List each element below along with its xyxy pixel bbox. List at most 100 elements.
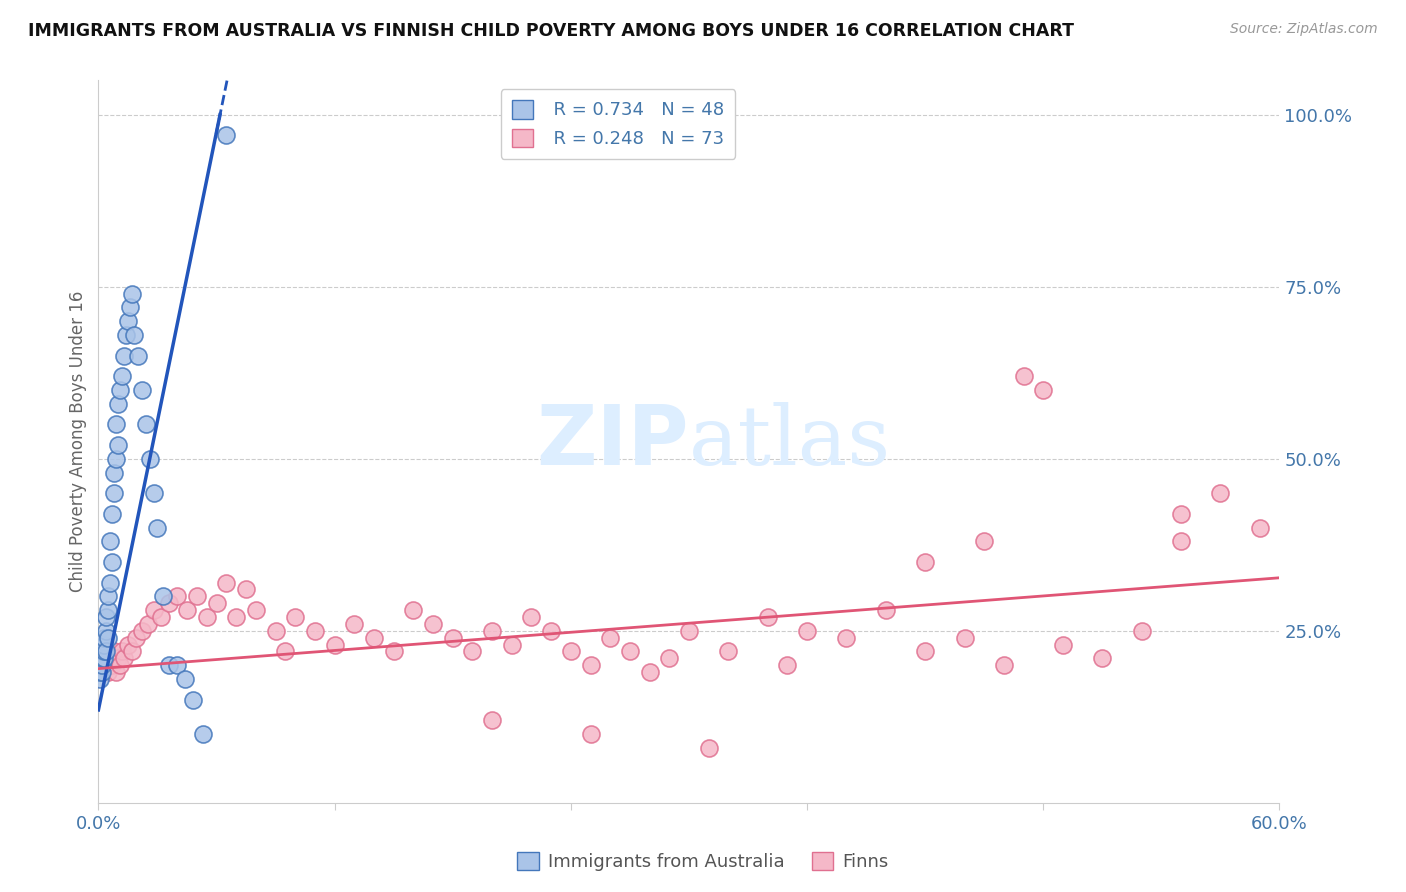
Point <box>142 603 165 617</box>
Point <box>195 610 218 624</box>
Point <box>150 610 173 624</box>
Point <box>343 616 366 631</box>
Point <box>107 651 129 665</box>
Point <box>125 631 148 645</box>
Point <box>796 624 818 638</box>
Point <box>115 327 138 342</box>
Point <box>481 713 503 727</box>
Point <box>112 651 135 665</box>
Point <box>235 582 257 597</box>
Point <box>993 658 1015 673</box>
Point <box>205 596 228 610</box>
Point <box>96 610 118 624</box>
Point <box>111 369 134 384</box>
Point <box>166 590 188 604</box>
Point <box>579 658 602 673</box>
Point <box>121 286 143 301</box>
Point <box>105 665 128 679</box>
Text: IMMIGRANTS FROM AUSTRALIA VS FINNISH CHILD POVERTY AMONG BOYS UNDER 16 CORRELATI: IMMIGRANTS FROM AUSTRALIA VS FINNISH CHI… <box>28 22 1074 40</box>
Point <box>96 644 118 658</box>
Point <box>658 651 681 665</box>
Point <box>89 658 111 673</box>
Point <box>118 301 141 315</box>
Point <box>1130 624 1153 638</box>
Point <box>560 644 582 658</box>
Point <box>441 631 464 645</box>
Point <box>914 644 936 658</box>
Point <box>107 397 129 411</box>
Point <box>131 383 153 397</box>
Point <box>135 417 157 432</box>
Point <box>89 672 111 686</box>
Legend:   R = 0.734   N = 48,   R = 0.248   N = 73: R = 0.734 N = 48, R = 0.248 N = 73 <box>501 89 735 159</box>
Point <box>215 128 238 143</box>
Point <box>215 575 238 590</box>
Point <box>697 740 720 755</box>
Point <box>117 638 139 652</box>
Point <box>93 638 115 652</box>
Point <box>678 624 700 638</box>
Point <box>93 651 115 665</box>
Point <box>274 644 297 658</box>
Point <box>112 349 135 363</box>
Point <box>136 616 159 631</box>
Point <box>1052 638 1074 652</box>
Point <box>146 520 169 534</box>
Point <box>481 624 503 638</box>
Point <box>91 644 114 658</box>
Point <box>108 658 131 673</box>
Text: atlas: atlas <box>689 401 891 482</box>
Legend: Immigrants from Australia, Finns: Immigrants from Australia, Finns <box>510 845 896 879</box>
Point <box>284 610 307 624</box>
Point <box>540 624 562 638</box>
Point <box>835 631 858 645</box>
Point <box>98 534 121 549</box>
Point <box>191 727 214 741</box>
Point <box>756 610 779 624</box>
Point <box>176 603 198 617</box>
Point <box>131 624 153 638</box>
Point <box>101 658 124 673</box>
Point <box>1032 383 1054 397</box>
Point <box>97 603 120 617</box>
Point <box>1170 507 1192 521</box>
Point <box>599 631 621 645</box>
Text: Source: ZipAtlas.com: Source: ZipAtlas.com <box>1230 22 1378 37</box>
Point <box>108 383 131 397</box>
Point <box>323 638 346 652</box>
Point <box>875 603 897 617</box>
Point <box>1170 534 1192 549</box>
Point <box>91 651 114 665</box>
Point <box>97 590 120 604</box>
Text: ZIP: ZIP <box>537 401 689 482</box>
Point <box>181 692 204 706</box>
Point <box>157 658 180 673</box>
Point <box>96 658 118 673</box>
Point <box>105 451 128 466</box>
Y-axis label: Child Poverty Among Boys Under 16: Child Poverty Among Boys Under 16 <box>69 291 87 592</box>
Point <box>619 644 641 658</box>
Point <box>89 665 111 679</box>
Point <box>121 644 143 658</box>
Point <box>91 658 114 673</box>
Point <box>111 644 134 658</box>
Point <box>157 596 180 610</box>
Point <box>914 555 936 569</box>
Point <box>97 665 120 679</box>
Point <box>103 644 125 658</box>
Point <box>717 644 740 658</box>
Point <box>638 665 661 679</box>
Point <box>103 466 125 480</box>
Point <box>107 438 129 452</box>
Point <box>91 665 114 679</box>
Point <box>152 590 174 604</box>
Point <box>166 658 188 673</box>
Point <box>382 644 405 658</box>
Point <box>776 658 799 673</box>
Point <box>98 575 121 590</box>
Point <box>142 486 165 500</box>
Point <box>105 417 128 432</box>
Point <box>186 590 208 604</box>
Point <box>138 451 160 466</box>
Point <box>1209 486 1232 500</box>
